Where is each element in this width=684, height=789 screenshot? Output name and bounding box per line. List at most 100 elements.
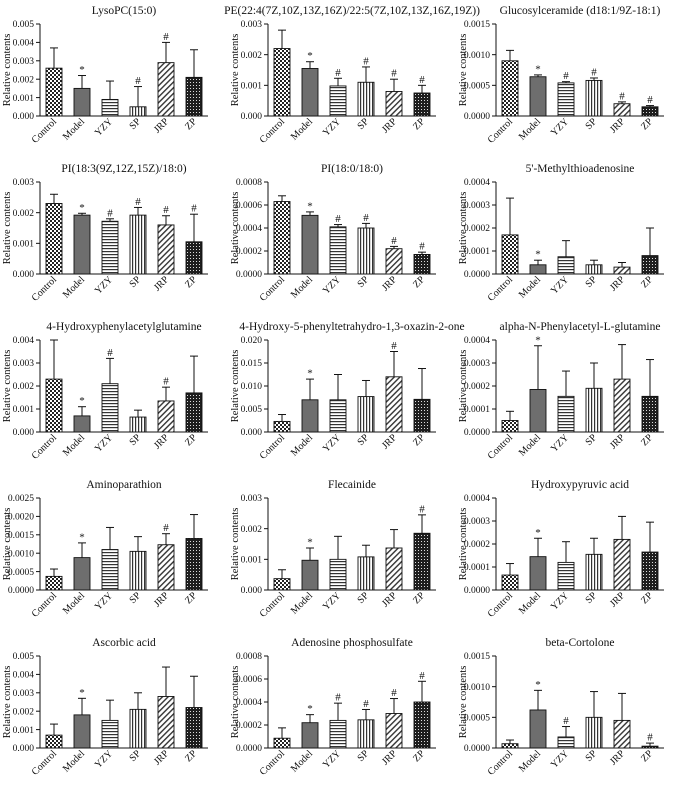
bar [273, 201, 291, 275]
x-tick-label: Model [517, 116, 543, 142]
y-tick-label: 0.000 [241, 112, 263, 122]
x-tick-label: Model [61, 116, 87, 142]
x-tick-label: Model [517, 748, 543, 774]
significance-mark: # [191, 203, 197, 215]
x-tick-label: Control [30, 590, 60, 620]
bar [73, 415, 91, 433]
y-tick-label: 0.0015 [464, 652, 490, 662]
y-tick-label: 0.004 [13, 671, 35, 681]
x-tick-label: JRP [608, 116, 627, 135]
x-tick-label: Control [258, 590, 288, 620]
chart-panel: Glucosylceramide (d18:1/9Z-18:1) 0.0000 0.… [458, 5, 664, 146]
y-tick-label: 0.0015 [8, 531, 34, 541]
significance-mark: * [535, 679, 541, 691]
bar [185, 76, 203, 117]
bar [641, 255, 659, 275]
y-tick-label: 0.005 [13, 20, 35, 30]
bar [413, 398, 431, 433]
bar [529, 709, 547, 749]
significance-mark: * [79, 395, 85, 407]
x-tick-label: ZP [411, 432, 427, 448]
x-tick-label: Control [258, 116, 288, 146]
significance-mark: # [163, 31, 169, 43]
bar [157, 224, 175, 275]
x-tick-label: SP [583, 274, 599, 290]
y-tick-label: 0.0002 [236, 247, 262, 257]
significance-mark: # [419, 241, 425, 253]
chart-title: Hydroxypyruvic acid [531, 479, 629, 491]
significance-mark: # [135, 75, 141, 87]
x-tick-label: JRP [380, 748, 399, 767]
chart-panel: 5'-Methylthioadenosine 0.0000 0.0001 0.0002… [458, 163, 664, 304]
x-tick-label: ZP [183, 748, 199, 764]
y-axis-label: Relative contents [2, 508, 13, 581]
y-tick-label: 0.002 [241, 525, 263, 535]
significance-mark: # [163, 376, 169, 388]
bar [501, 574, 519, 591]
y-tick-label: 0.002 [13, 382, 35, 392]
x-tick-label: JRP [608, 748, 627, 767]
bar [273, 578, 291, 591]
significance-mark: # [335, 67, 341, 79]
significance-mark: # [419, 670, 425, 682]
x-tick-label: Control [486, 748, 516, 778]
y-tick-label: 0.003 [13, 359, 35, 369]
bar [329, 399, 347, 433]
y-tick-label: 0.0008 [236, 652, 262, 662]
x-tick-label: SP [583, 748, 599, 764]
y-axis-label: Relative contents [230, 34, 241, 107]
y-tick-label: 0.0000 [236, 744, 262, 754]
y-axis-label: Relative contents [230, 192, 241, 265]
bar [529, 388, 547, 433]
significance-mark: # [391, 687, 397, 699]
bar [585, 716, 603, 749]
chart-title: Aminoparathion [86, 479, 162, 491]
bar [45, 575, 63, 591]
x-tick-label: SP [583, 590, 599, 606]
significance-mark: # [363, 212, 369, 224]
x-tick-label: JRP [380, 432, 399, 451]
significance-mark: # [363, 55, 369, 67]
bar [641, 106, 659, 117]
bar [301, 68, 319, 117]
x-tick-label: Model [61, 748, 87, 774]
significance-mark: # [647, 732, 653, 744]
x-tick-label: Control [30, 748, 60, 778]
bar [273, 737, 291, 749]
y-tick-label: 0.002 [13, 707, 35, 717]
x-tick-label: ZP [639, 432, 655, 448]
significance-mark: * [535, 527, 541, 539]
bar [157, 400, 175, 433]
x-tick-label: YZY [93, 590, 115, 612]
x-tick-label: ZP [183, 432, 199, 448]
bar [585, 79, 603, 117]
y-tick-label: 0.0004 [236, 698, 262, 708]
y-tick-label: 0.0005 [464, 82, 490, 92]
x-tick-label: JRP [152, 590, 171, 609]
x-tick-label: SP [355, 432, 371, 448]
bar [641, 745, 659, 749]
bar [641, 551, 659, 591]
significance-mark: # [107, 347, 113, 359]
y-tick-label: 0.0005 [8, 568, 34, 578]
bar [501, 420, 519, 433]
x-tick-label: SP [127, 274, 143, 290]
y-tick-label: 0.0010 [464, 683, 490, 693]
bar [329, 85, 347, 117]
y-tick-label: 0.003 [13, 178, 35, 188]
bar [101, 549, 119, 591]
y-tick-label: 0.0004 [236, 224, 262, 234]
x-tick-label: ZP [411, 748, 427, 764]
bar [45, 203, 63, 275]
y-tick-label: 0.0003 [464, 359, 490, 369]
bar [157, 62, 175, 117]
significance-mark: # [563, 70, 569, 82]
significance-mark: # [391, 68, 397, 80]
y-tick-label: 0.020 [241, 336, 263, 346]
y-tick-label: 0.0002 [464, 382, 490, 392]
bar [413, 92, 431, 117]
bar [413, 532, 431, 591]
chart-title: 4-Hydroxy-5-phenyltetrahydro-1,3-oxazin-… [239, 321, 464, 333]
significance-mark: # [647, 94, 653, 106]
y-tick-label: 0.000 [13, 112, 35, 122]
